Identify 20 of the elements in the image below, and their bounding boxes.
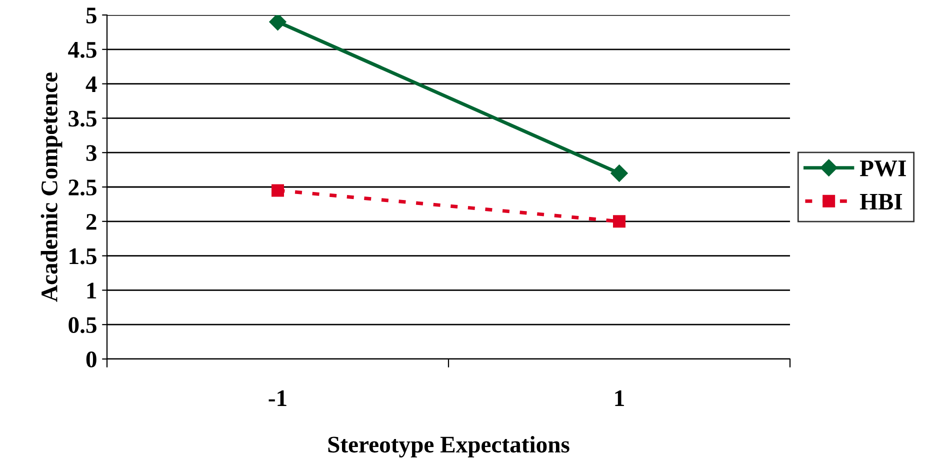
y-tick-label: 0 — [86, 351, 96, 368]
legend-label: HBI — [860, 194, 902, 210]
y-tick-label: 4 — [86, 76, 97, 92]
y-tick-label: 1 — [87, 282, 96, 298]
y-tick-label: 5 — [86, 8, 96, 24]
point — [610, 164, 628, 182]
x-axis-title: Stereotype Expectations — [328, 436, 570, 458]
y-tick-label: 3 — [86, 145, 96, 162]
y-tick-label: 2 — [86, 214, 96, 230]
y-tick-label: 2.5 — [68, 180, 96, 196]
point — [269, 15, 286, 30]
y-tick-label: 3.5 — [68, 110, 96, 127]
point — [613, 215, 626, 228]
y-tick-label: 4.5 — [68, 42, 96, 58]
y-tick-label: 1.5 — [70, 248, 96, 264]
y-tick-label: 0.5 — [68, 317, 96, 334]
y-axis-title: Academic Competence — [40, 72, 62, 302]
legend-label: PWI — [860, 160, 906, 176]
x-tick-label: -1 — [268, 390, 286, 406]
point — [272, 184, 284, 197]
